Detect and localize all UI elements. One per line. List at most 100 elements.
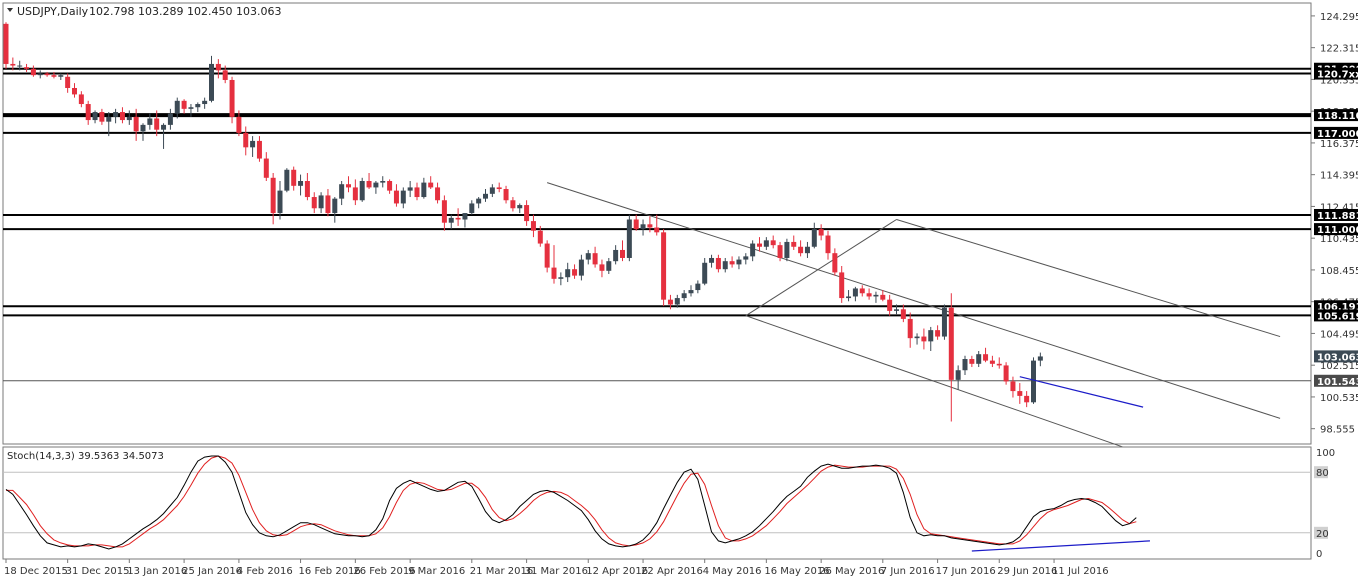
candle-bear: [880, 294, 886, 300]
candle-bear: [366, 181, 372, 188]
stoch-main-line: [5, 455, 1137, 550]
candle-bear: [798, 246, 804, 254]
price-axis-label: 104.495: [1320, 329, 1358, 340]
candle-bear: [181, 100, 187, 109]
candle-bear: [647, 224, 653, 228]
channel-line: [546, 182, 1281, 419]
candle-bull: [688, 290, 694, 294]
candle-bear: [435, 187, 441, 201]
candle-bear: [887, 299, 893, 311]
candle-bull: [804, 246, 810, 254]
candle-bull: [448, 217, 454, 223]
candle-bear: [907, 318, 913, 339]
candle-bear: [387, 181, 393, 191]
level-tag-label: 111.881: [1317, 211, 1358, 222]
collapse-triangle-icon[interactable]: [7, 8, 13, 12]
symbol-label: USDJPY,Daily: [17, 5, 89, 18]
candle-bear: [133, 116, 139, 132]
candle-bull: [565, 269, 571, 278]
candle-bull: [174, 100, 180, 114]
candle-bear: [291, 169, 297, 186]
price-axis-label: 116.375: [1320, 139, 1358, 150]
candle-bear: [921, 336, 927, 342]
ohlc-label: 102.798 103.289 102.450 103.063: [89, 5, 281, 18]
candle-bear: [996, 363, 1002, 366]
time-axis-label: 22 Apr 2016: [641, 566, 703, 577]
candle-bull: [941, 307, 947, 337]
candle-bull: [462, 213, 468, 220]
candle-bull: [188, 107, 194, 109]
level-tag-label: 117.000: [1317, 129, 1358, 140]
stoch-level-tag: [1314, 466, 1328, 479]
candle-bull: [976, 354, 982, 364]
candle-bull: [606, 261, 612, 271]
candle-bear: [496, 187, 502, 190]
stoch-axis-label: 100: [1316, 448, 1335, 459]
candle-bull: [195, 104, 201, 108]
trend-lines: [1019, 376, 1144, 408]
stoch-trend-line: [971, 540, 1150, 552]
candle-bear: [236, 116, 242, 133]
candle-bear: [551, 267, 557, 279]
candle-bull: [332, 198, 338, 214]
price-axis-label: 120.335: [1320, 75, 1358, 86]
candle-bull: [1037, 356, 1043, 361]
candle-bear: [818, 229, 824, 236]
candle-bear: [10, 63, 16, 66]
candle-bull: [400, 190, 406, 204]
candle-bear: [1024, 395, 1030, 403]
candle-bull: [517, 205, 523, 209]
price-pane[interactable]: [2, 2, 1312, 503]
candle-bear: [948, 307, 954, 380]
candle-bear: [325, 195, 331, 214]
candle-bear: [270, 177, 276, 214]
candle-bear: [1017, 391, 1023, 396]
candle-bear: [729, 261, 735, 265]
candle-bull: [339, 184, 345, 199]
candle-bear: [99, 112, 105, 122]
candle-bear: [667, 299, 673, 305]
candle-bear: [30, 68, 36, 76]
level-tag-label: 101.543: [1317, 377, 1358, 388]
price-axis-label: 108.455: [1320, 266, 1358, 277]
candle-bear: [1010, 381, 1016, 392]
candle-bear: [757, 243, 762, 247]
candle-bear: [441, 200, 447, 223]
candle-bull: [298, 181, 304, 186]
price-axis: 124.295122.315120.335118.355116.375114.3…: [1311, 12, 1358, 436]
candle-bear: [524, 205, 530, 222]
candle-bear: [346, 184, 351, 188]
price-axis-label: 112.415: [1320, 202, 1358, 213]
candle-bull: [709, 257, 715, 263]
candle-bull: [318, 195, 324, 209]
stochastic-lines: [3, 455, 1311, 552]
candle-bull: [750, 243, 756, 257]
time-axis-label: 11 Jul 2016: [1052, 566, 1109, 577]
price-axis-label: 122.315: [1320, 44, 1358, 55]
candle-bull: [585, 253, 591, 260]
candle-bull: [284, 169, 290, 191]
stoch-pane[interactable]: [2, 446, 1312, 560]
time-axis-label: 9 Mar 2016: [408, 566, 465, 577]
candle-bear: [65, 76, 71, 88]
candle-bull: [476, 198, 482, 204]
candle-bull: [681, 293, 687, 299]
level-tag-label: 111.000: [1317, 225, 1358, 236]
candle-bull: [161, 124, 167, 130]
candle-bull: [126, 116, 132, 121]
level-tag-label: 118.110: [1317, 111, 1358, 122]
candle-bull: [846, 296, 852, 299]
candle-bear: [229, 79, 235, 117]
stoch-level-tag: [1314, 526, 1328, 539]
candle-bull: [92, 112, 98, 121]
candle-bull: [811, 229, 817, 247]
candle-bear: [304, 181, 310, 198]
time-axis-label: 31 Dec 2015: [66, 566, 130, 577]
candle-bull: [277, 190, 283, 214]
candle-bull: [695, 283, 701, 291]
time-axis-label: 7 Jun 2016: [881, 566, 935, 577]
candle-bull: [962, 359, 968, 371]
time-axis-label: 18 Dec 2015: [4, 566, 68, 577]
